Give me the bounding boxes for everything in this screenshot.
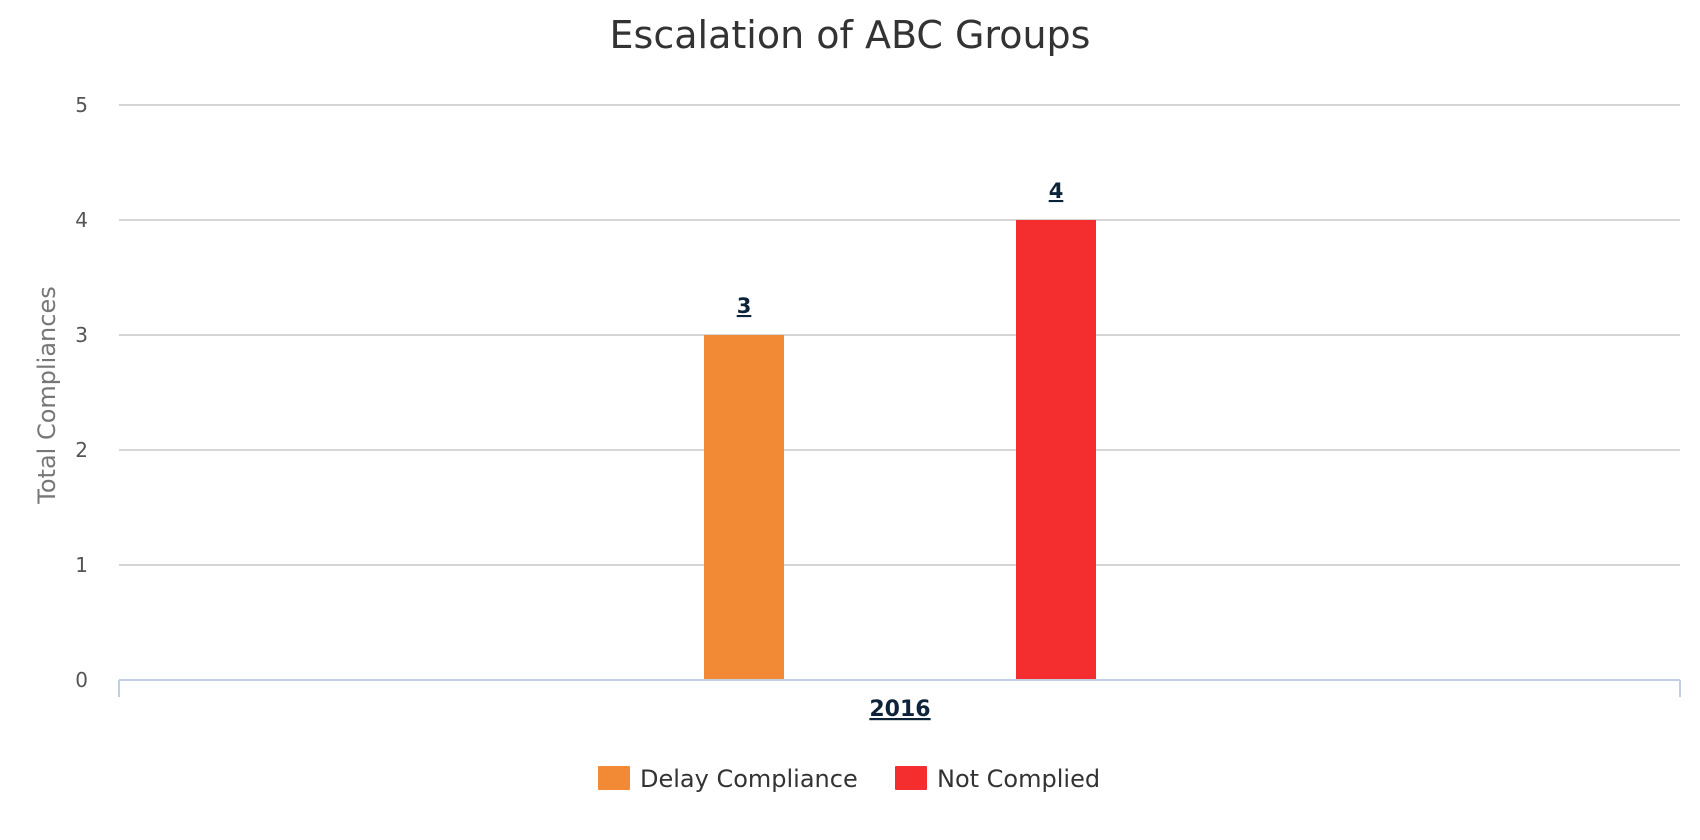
y-tick-label: 5 <box>75 93 88 117</box>
y-tick-label: 0 <box>75 668 88 692</box>
y-tick-label: 1 <box>75 553 88 577</box>
data-label: 3 <box>737 294 752 318</box>
bar-not-complied[interactable] <box>1016 220 1096 680</box>
legend-label: Delay Compliance <box>640 765 858 793</box>
data-labels: 34 <box>737 179 1064 318</box>
legend-label: Not Complied <box>937 765 1100 793</box>
legend-swatch <box>598 766 630 790</box>
y-tick-label: 4 <box>75 208 88 232</box>
bar-delay-compliance[interactable] <box>704 335 784 680</box>
legend-item-delay-compliance[interactable]: Delay Compliance <box>598 765 858 793</box>
y-tick-label: 3 <box>75 323 88 347</box>
legend-item-not-complied[interactable]: Not Complied <box>895 765 1100 793</box>
y-axis-ticks: 0 1 2 3 4 5 <box>75 93 88 692</box>
y-axis-label: Total Compliances <box>33 286 61 504</box>
legend: Delay Compliance Not Complied <box>598 765 1100 793</box>
data-label: 4 <box>1049 179 1064 203</box>
chart-title: Escalation of ABC Groups <box>610 13 1091 57</box>
bars <box>704 220 1096 680</box>
legend-swatch <box>895 766 927 790</box>
gridlines <box>119 104 1680 566</box>
x-category-label[interactable]: 2016 <box>869 697 930 722</box>
y-tick-label: 2 <box>75 438 88 462</box>
